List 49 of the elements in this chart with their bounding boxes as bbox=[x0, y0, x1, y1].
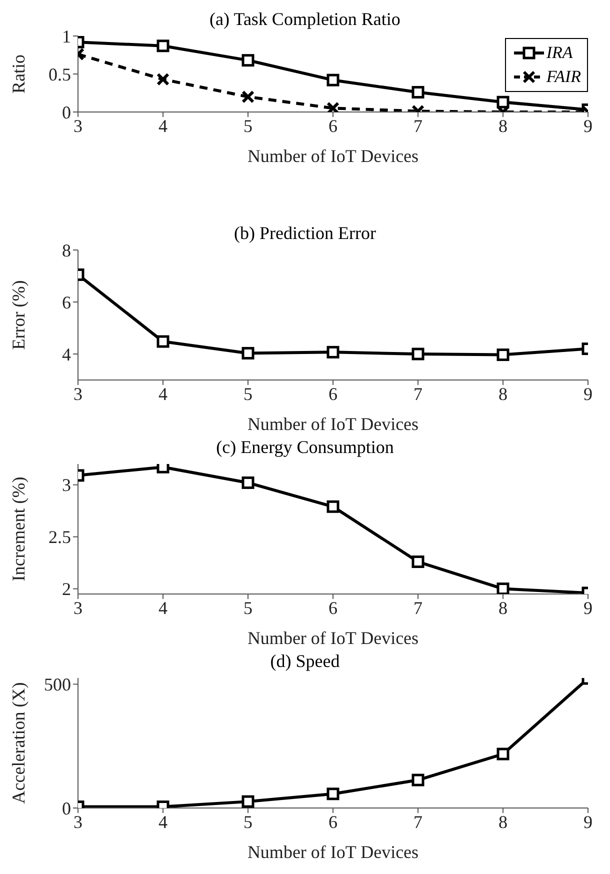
chart-title: (d) Speed bbox=[269, 650, 341, 672]
y-tick-label: 0 bbox=[62, 102, 71, 122]
y-tick-label: 500 bbox=[44, 674, 71, 695]
x-tick-label: 8 bbox=[498, 598, 508, 618]
x-tick-label: 7 bbox=[414, 598, 422, 618]
y-tick-label: 0 bbox=[62, 798, 71, 818]
x-axis-title: Number of IoT Devices bbox=[247, 414, 419, 434]
x-tick-label: 9 bbox=[584, 812, 592, 832]
chart-title: (b) Prediction Error bbox=[234, 223, 376, 243]
x-tick-label: 6 bbox=[328, 384, 338, 404]
x-axis-title: Number of IoT Devices bbox=[247, 842, 419, 862]
x-tick-label: 6 bbox=[328, 116, 338, 136]
x-tick-label: 7 bbox=[414, 116, 422, 136]
x-tick-label: 7 bbox=[414, 812, 422, 832]
y-tick-label: 4 bbox=[62, 344, 71, 364]
x-tick-label: 9 bbox=[584, 116, 592, 136]
x-tick-label: 8 bbox=[498, 812, 508, 832]
y-tick-label: 2.5 bbox=[48, 527, 71, 548]
x-axis-title: Number of IoT Devices bbox=[247, 628, 419, 648]
x-tick-label: 8 bbox=[498, 116, 508, 136]
x-tick-label: 9 bbox=[584, 384, 592, 404]
y-axis-title: Increment (%) bbox=[8, 476, 28, 582]
x-tick-label: 4 bbox=[158, 116, 168, 136]
x-tick-label: 8 bbox=[498, 384, 508, 404]
x-tick-label: 7 bbox=[414, 384, 422, 404]
x-axis-title: Number of IoT Devices bbox=[247, 146, 419, 166]
y-tick-label: 2 bbox=[62, 579, 71, 600]
x-tick-label: 5 bbox=[244, 598, 252, 618]
y-tick-label: 6 bbox=[62, 292, 71, 312]
x-tick-label: 5 bbox=[244, 812, 252, 832]
x-tick-label: 4 bbox=[158, 812, 168, 832]
y-axis-title: Error (%) bbox=[8, 280, 28, 350]
y-tick-label: 8 bbox=[62, 240, 71, 260]
x-tick-label: 4 bbox=[158, 598, 168, 618]
x-tick-label: 6 bbox=[328, 812, 338, 832]
x-tick-label: 5 bbox=[244, 116, 252, 136]
chart-title: (c) Energy Consumption bbox=[215, 436, 395, 458]
x-tick-label: 5 bbox=[244, 384, 252, 404]
y-axis-title: Acceleration (X) bbox=[8, 682, 28, 804]
y-axis-title: Ratio bbox=[8, 54, 28, 94]
y-tick-label: 3 bbox=[62, 475, 71, 496]
legend-label: FAIR bbox=[546, 67, 581, 87]
x-tick-label: 4 bbox=[158, 384, 168, 404]
x-tick-label: 6 bbox=[328, 598, 338, 618]
y-tick-label: 0.5 bbox=[48, 64, 71, 84]
y-tick-label: 1 bbox=[62, 26, 71, 46]
x-tick-label: 9 bbox=[584, 598, 592, 618]
legend-label: IRA bbox=[546, 43, 573, 63]
chart-title: (a) Task Completion Ratio bbox=[210, 9, 400, 29]
